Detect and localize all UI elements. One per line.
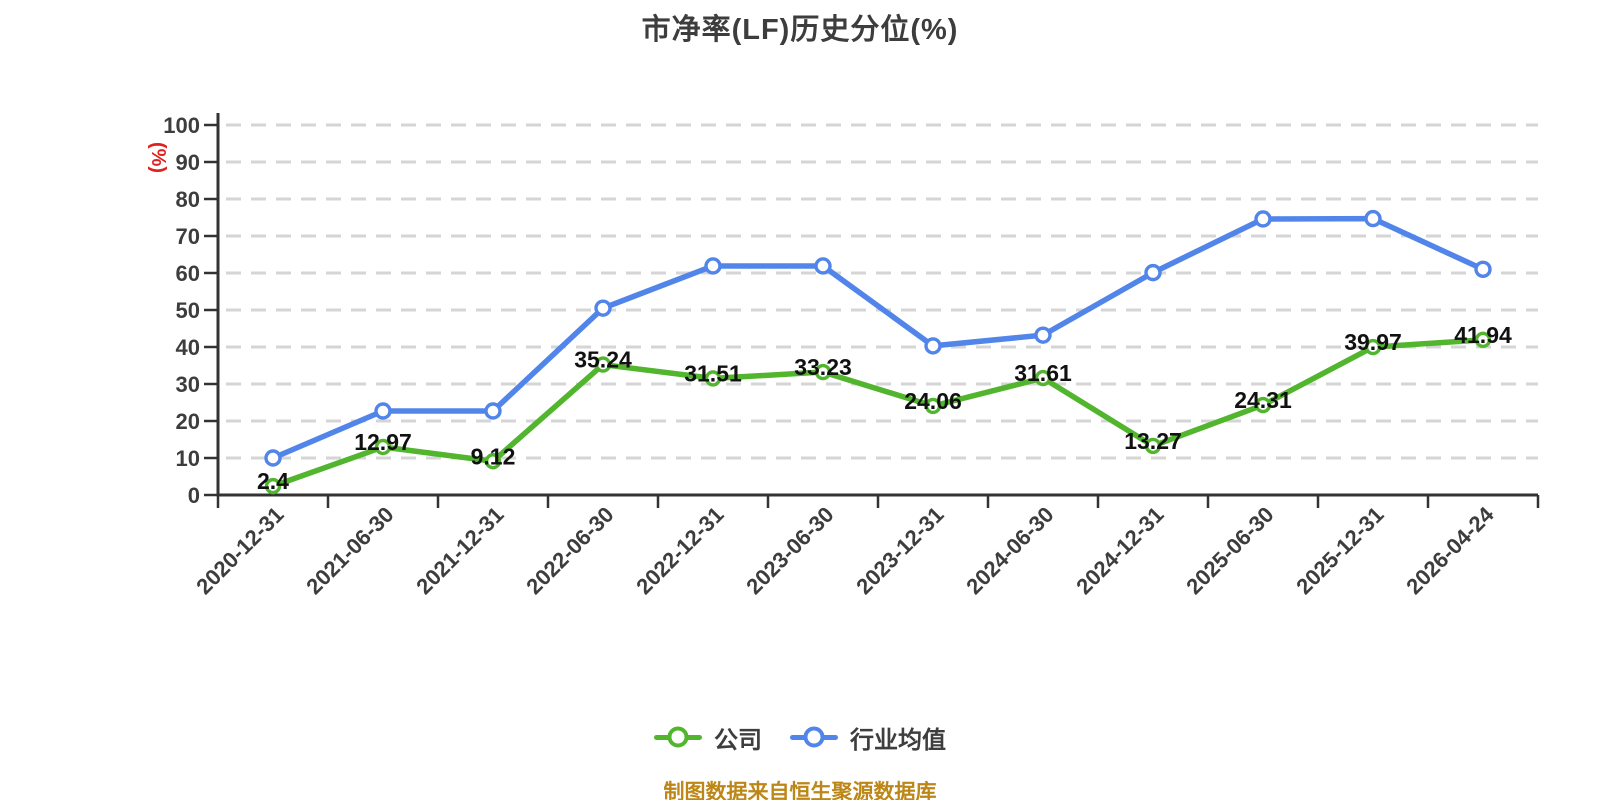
industry-average-point-3[interactable] bbox=[594, 299, 612, 317]
industry-average-legend-marker bbox=[790, 726, 838, 748]
x-tick-label: 2025-06-30 bbox=[1181, 502, 1278, 599]
industry-average-point-6[interactable] bbox=[924, 337, 942, 355]
x-tick-label: 2024-12-31 bbox=[1071, 502, 1168, 599]
x-tick-label: 2025-12-31 bbox=[1291, 502, 1388, 599]
industry-average-point-7[interactable] bbox=[1034, 326, 1052, 344]
company-point-8[interactable] bbox=[1144, 437, 1162, 455]
x-tick-label: 2026-04-24 bbox=[1401, 501, 1499, 599]
company-point-6[interactable] bbox=[924, 397, 942, 415]
y-tick-label: 0 bbox=[188, 483, 200, 508]
industry-average-point-5[interactable] bbox=[814, 257, 832, 275]
company-point-label-9: 24.31 bbox=[1234, 387, 1292, 413]
company-point-2[interactable] bbox=[484, 453, 502, 470]
x-tick-label: 2023-06-30 bbox=[741, 502, 838, 599]
industry-average-point-0[interactable] bbox=[264, 449, 282, 467]
company-point-9[interactable] bbox=[1254, 396, 1272, 414]
x-tick-label: 2024-06-30 bbox=[961, 502, 1058, 599]
company-legend-dot-icon bbox=[667, 726, 689, 748]
company-point-11[interactable] bbox=[1474, 331, 1492, 349]
legend: 公司 行业均值 bbox=[0, 718, 1600, 756]
industry-average-point-8[interactable] bbox=[1144, 263, 1162, 282]
company-point-label-11: 41.94 bbox=[1454, 322, 1512, 348]
legend-item-industry-average[interactable]: 行业均值 bbox=[790, 720, 946, 755]
x-tick-label: 2023-12-31 bbox=[851, 502, 948, 599]
company-point-label-5: 33.23 bbox=[794, 354, 852, 380]
company-point-label-6: 24.06 bbox=[904, 388, 962, 414]
x-tick-label: 2022-12-31 bbox=[631, 502, 728, 599]
company-point-1[interactable] bbox=[374, 438, 392, 456]
x-tick-label: 2020-12-31 bbox=[191, 502, 288, 599]
company-point-label-3: 35.24 bbox=[574, 347, 632, 373]
company-point-label-1: 12.97 bbox=[354, 429, 412, 455]
company-point-label-7: 31.61 bbox=[1014, 360, 1072, 386]
company-legend-label: 公司 bbox=[714, 726, 762, 754]
industry-average-series-line bbox=[270, 215, 1486, 461]
chart-title: 市净率(LF)历史分位(%) bbox=[641, 14, 959, 46]
industry-average-point-2[interactable] bbox=[484, 402, 502, 420]
y-tick-label: 20 bbox=[176, 409, 200, 434]
y-tick-label: 70 bbox=[176, 224, 200, 249]
industry-average-point-9[interactable] bbox=[1254, 210, 1272, 228]
company-point-10[interactable] bbox=[1364, 338, 1382, 356]
company-point-label-4: 31.51 bbox=[684, 360, 742, 386]
company-point-4[interactable] bbox=[704, 370, 722, 387]
industry-average-point-10[interactable] bbox=[1364, 209, 1382, 228]
industry-average-point-4[interactable] bbox=[704, 257, 722, 275]
company-point-7[interactable] bbox=[1034, 369, 1052, 387]
data-source-note: 制图数据来自恒生聚源数据库 bbox=[663, 781, 937, 800]
company-point-label-10: 39.97 bbox=[1344, 329, 1402, 355]
y-tick-label: 60 bbox=[176, 261, 200, 286]
y-tick-label: 30 bbox=[176, 372, 200, 397]
x-tick-label: 2021-06-30 bbox=[301, 502, 398, 599]
y-tick-label: 50 bbox=[176, 298, 200, 323]
company-point-0[interactable] bbox=[264, 477, 282, 495]
y-tick-label: 10 bbox=[176, 446, 200, 471]
industry-average-point-11[interactable] bbox=[1474, 260, 1492, 278]
y-tick-label: 100 bbox=[163, 113, 200, 138]
industry-average-point-1[interactable] bbox=[374, 402, 392, 420]
industry-average-legend-dot-icon bbox=[803, 726, 825, 748]
x-tick-label: 2021-12-31 bbox=[411, 502, 508, 599]
company-point-label-0: 2.4 bbox=[257, 468, 289, 494]
y-tick-label: 40 bbox=[176, 335, 200, 360]
company-point-label-8: 13.27 bbox=[1124, 428, 1182, 454]
company-legend-marker bbox=[654, 726, 702, 748]
legend-item-company[interactable]: 公司 bbox=[654, 720, 762, 755]
x-tick-label: 2022-06-30 bbox=[521, 502, 618, 599]
company-point-label-2: 9.12 bbox=[471, 443, 516, 469]
y-tick-label: 80 bbox=[176, 187, 200, 212]
company-point-5[interactable] bbox=[814, 363, 832, 381]
company-series-line bbox=[270, 337, 1486, 489]
industry-average-legend-label: 行业均值 bbox=[850, 726, 946, 754]
company-point-3[interactable] bbox=[594, 356, 612, 373]
y-tick-label: 90 bbox=[176, 150, 200, 175]
